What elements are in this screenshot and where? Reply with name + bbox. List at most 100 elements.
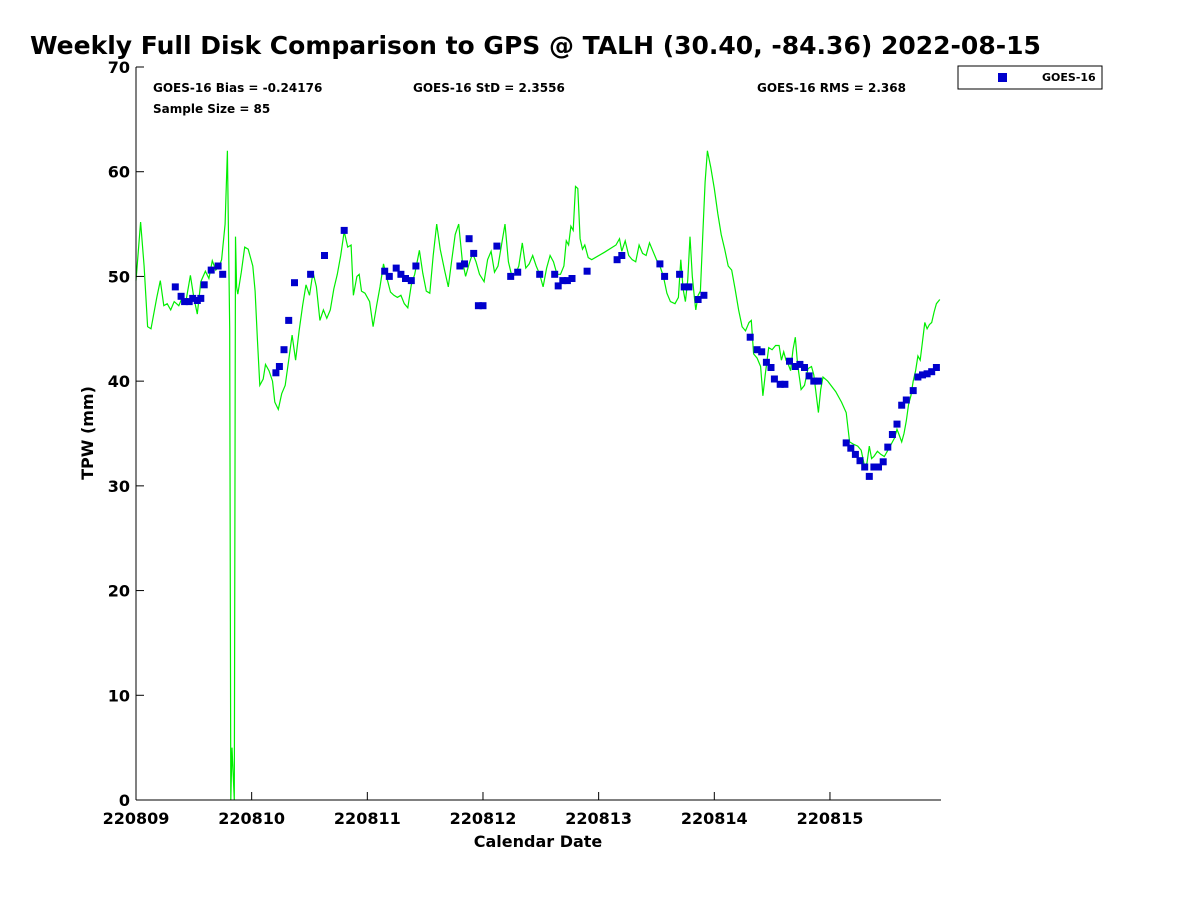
goes16-data-point [875, 463, 882, 471]
goes16-data-point [753, 346, 761, 354]
goes16-data-point [397, 270, 405, 278]
y-axis-ticks: 0 10 20 30 40 50 60 70 [108, 58, 144, 810]
goes16-data-point [280, 346, 288, 354]
goes16-data-point [207, 266, 215, 274]
goes16-data-point [554, 282, 562, 290]
bias-annotation: GOES-16 Bias = -0.24176 [153, 81, 322, 95]
goes16-data-point [676, 270, 684, 278]
goes16-data-point [402, 275, 409, 282]
goes16-data-point [865, 472, 873, 480]
rms-annotation: GOES-16 RMS = 2.368 [757, 81, 906, 95]
goes16-data-point [902, 396, 910, 404]
goes16-data-point [888, 431, 896, 438]
y-tick-label: 20 [108, 582, 130, 601]
goes16-data-point [694, 296, 702, 303]
goes16-data-point [661, 272, 669, 280]
goes16-data-point [758, 348, 766, 356]
x-tick-label: 220812 [450, 809, 517, 828]
goes16-data-point [275, 363, 283, 370]
goes16-data-point [884, 443, 892, 451]
goes16-data-point [474, 302, 482, 310]
goes16-data-point [340, 226, 348, 234]
goes16-data-point [568, 275, 576, 282]
goes16-data-point [814, 377, 822, 385]
goes16-data-point [536, 270, 544, 278]
goes16-data-point [613, 256, 621, 264]
goes16-data-point [559, 277, 567, 285]
goes16-data-point [685, 283, 693, 291]
gps-tpw-series-line [135, 150, 941, 801]
goes16-data-point [847, 444, 855, 452]
goes16-data-point [893, 420, 901, 428]
gps-tpw-line-layer [135, 150, 941, 801]
x-tick-label: 220809 [103, 809, 170, 828]
goes16-data-point [746, 333, 754, 341]
y-tick-label: 40 [108, 372, 130, 391]
x-tick-label: 220810 [218, 809, 285, 828]
y-tick-label: 30 [108, 477, 130, 496]
goes16-data-point [321, 252, 328, 259]
goes16-data-point [898, 401, 906, 409]
goes16-data-point [465, 235, 473, 243]
std-annotation: GOES-16 StD = 2.3556 [413, 81, 565, 95]
goes16-data-point [770, 375, 778, 383]
goes16-data-point [272, 369, 280, 377]
y-axis-label: TPW (mm) [78, 386, 97, 480]
goes16-data-point [583, 267, 591, 275]
goes16-data-point [870, 463, 878, 471]
goes16-data-point [776, 380, 784, 388]
goes16-data-point [781, 380, 789, 388]
y-tick-label: 60 [108, 163, 130, 182]
goes16-data-point [514, 268, 522, 276]
goes16-data-point [919, 371, 926, 379]
goes16-data-point [923, 370, 931, 378]
goes16-data-point [285, 316, 293, 324]
goes16-data-point [700, 291, 708, 299]
goes16-data-point [507, 272, 515, 280]
goes16-data-point [618, 252, 626, 259]
goes16-data-point [932, 364, 940, 371]
sample-size-annotation: Sample Size = 85 [153, 102, 270, 116]
goes16-data-point [219, 270, 227, 278]
x-tick-label: 220814 [681, 809, 748, 828]
goes16-data-point [563, 277, 571, 285]
goes16-data-point [762, 358, 770, 366]
goes16-data-point [909, 387, 917, 395]
goes16-data-point [810, 377, 818, 385]
goes16-data-point [177, 292, 185, 300]
x-axis-label: Calendar Date [474, 832, 603, 851]
legend-label-goes16: GOES-16 [1042, 71, 1096, 84]
goes16-data-point [392, 264, 400, 272]
goes16-data-point [171, 283, 179, 291]
goes16-data-point [861, 463, 869, 471]
goes16-data-point [197, 294, 205, 302]
goes16-data-point [493, 242, 501, 250]
y-tick-label: 0 [119, 791, 130, 810]
goes16-data-point [656, 260, 664, 268]
goes16-data-point [551, 270, 559, 278]
goes16-data-point [914, 373, 922, 381]
goes16-data-point [791, 363, 799, 370]
goes16-data-point [189, 294, 197, 302]
goes16-data-point [461, 260, 468, 268]
y-tick-label: 10 [108, 686, 130, 705]
x-tick-label: 220815 [797, 809, 864, 828]
goes16-data-point [879, 458, 887, 466]
chart-title: Weekly Full Disk Comparison to GPS @ TAL… [30, 31, 1041, 60]
plot-area [136, 67, 941, 800]
goes16-data-point [851, 450, 859, 458]
goes16-data-point [805, 372, 813, 380]
goes16-data-point [786, 357, 793, 365]
goes16-data-point [181, 298, 189, 306]
goes16-data-point [680, 283, 688, 291]
goes16-data-point [801, 364, 808, 371]
x-tick-label: 220813 [565, 809, 632, 828]
legend-box [957, 65, 1103, 90]
goes16-data-point [796, 360, 804, 368]
goes16-data-point [470, 249, 478, 257]
goes16-data-point [928, 368, 936, 376]
x-tick-label: 220811 [334, 809, 401, 828]
goes16-data-point [200, 281, 208, 289]
y-tick-label: 50 [108, 267, 130, 286]
